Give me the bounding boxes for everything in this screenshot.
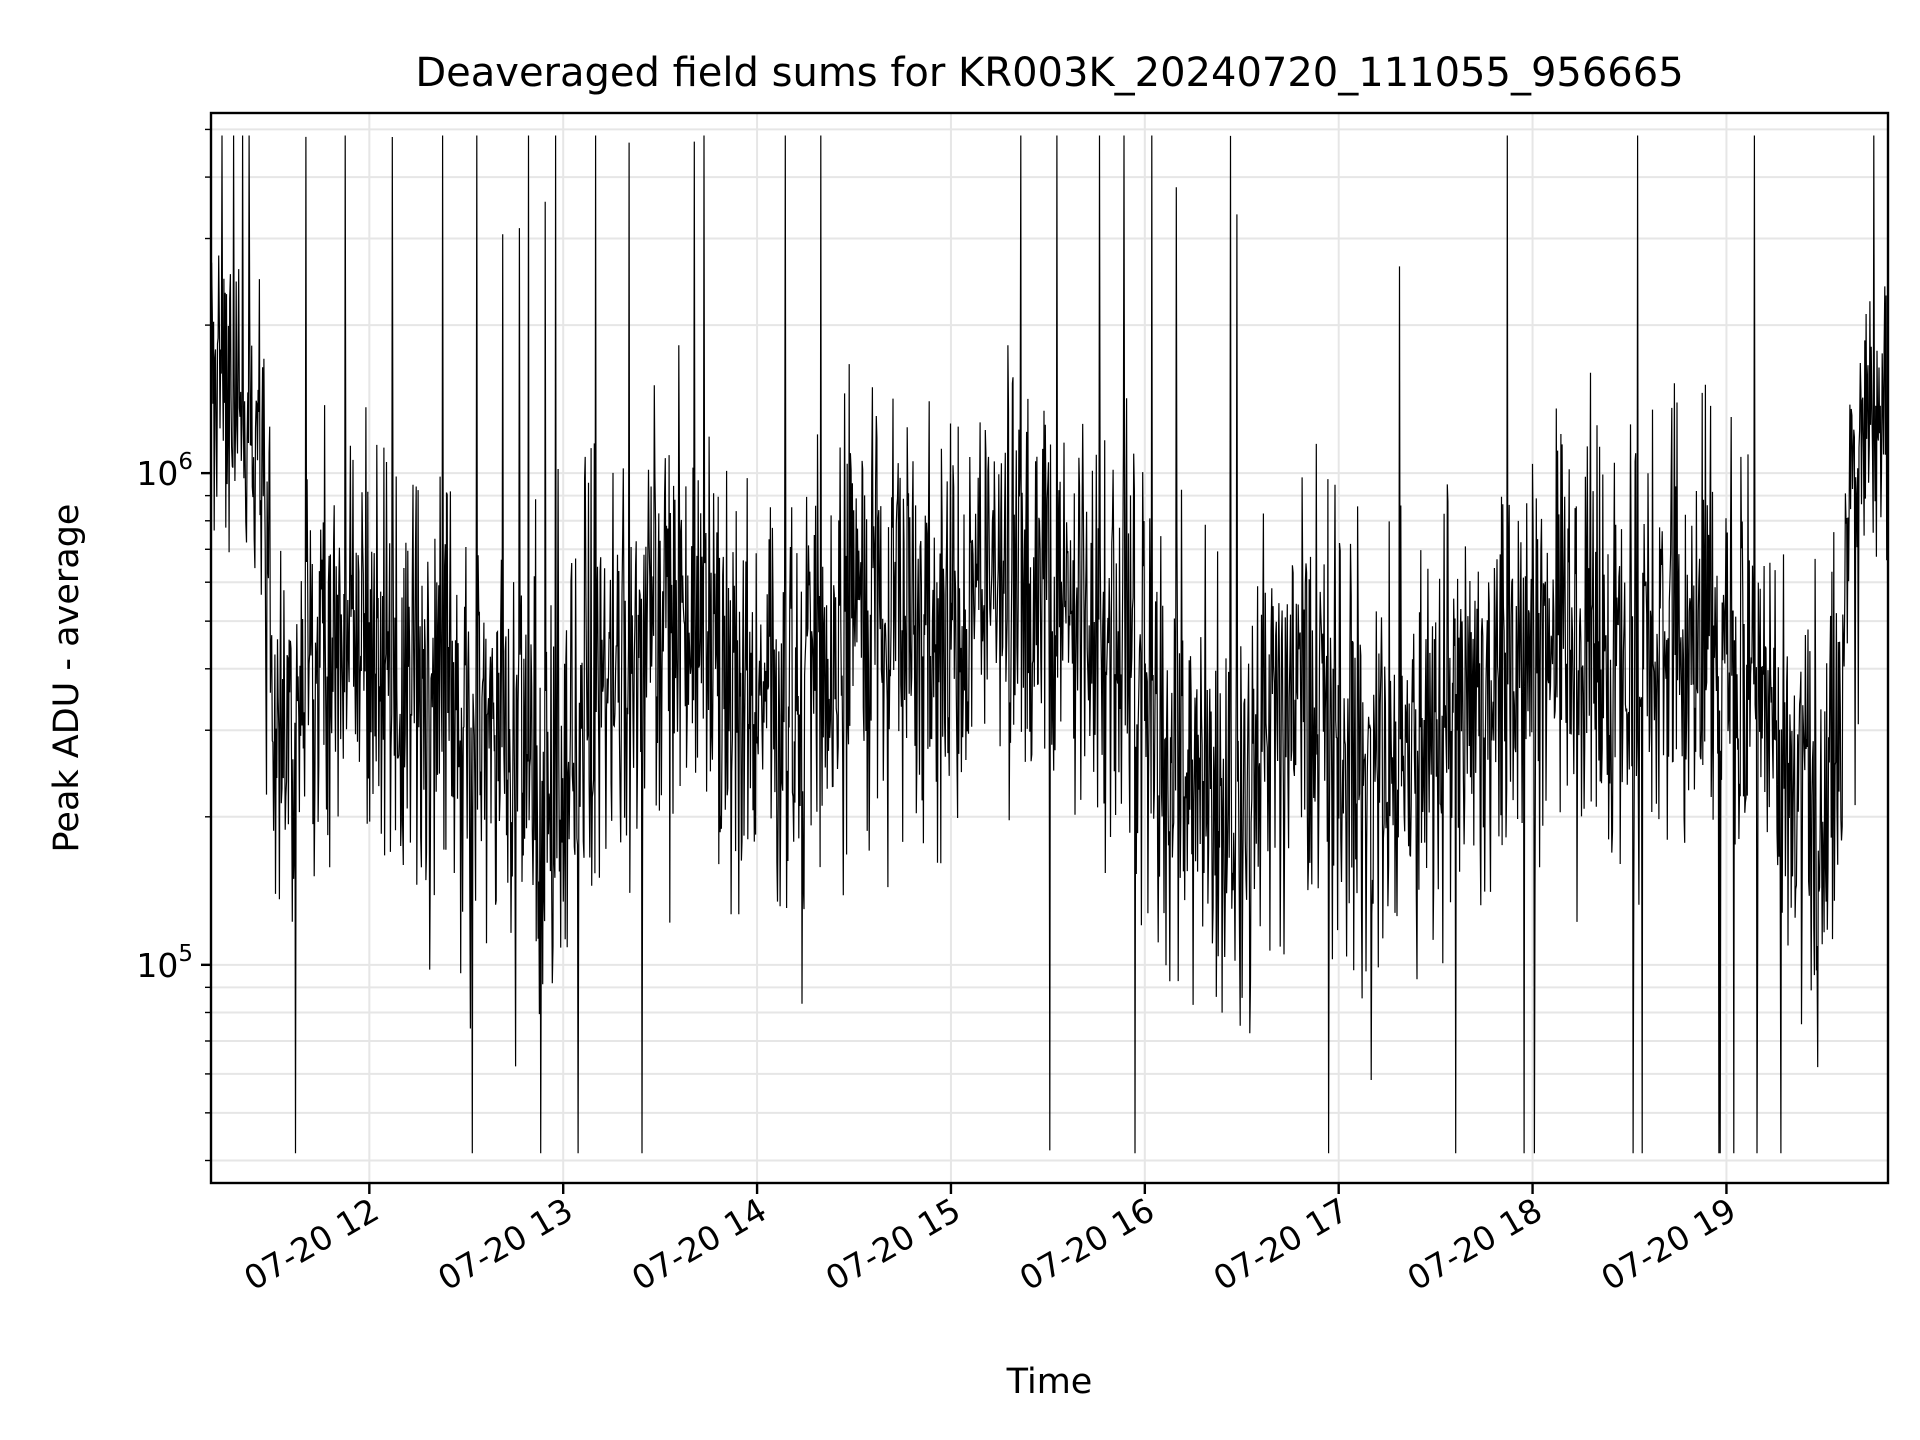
y-tick-label: 106 [136, 449, 193, 493]
chart-title: Deaveraged field sums for KR003K_2024072… [415, 50, 1683, 96]
y-axis-label: Peak ADU - average [47, 504, 87, 853]
y-tick-label: 105 [136, 941, 193, 985]
series-group [210, 135, 1889, 1154]
plot-frame [209, 111, 1890, 1185]
series-line [210, 135, 1889, 1154]
x-axis-label: Time [1006, 1362, 1093, 1402]
